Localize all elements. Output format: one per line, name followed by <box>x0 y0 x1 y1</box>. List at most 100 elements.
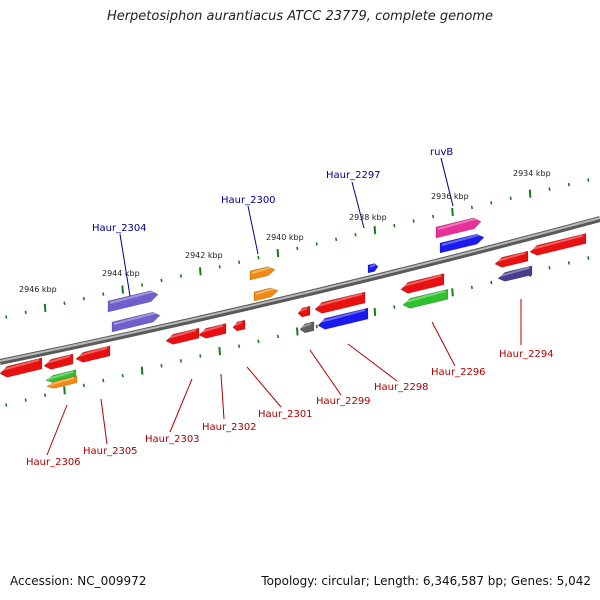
gene-label-haur-2306: Haur_2306 <box>26 457 81 468</box>
tick-mark <box>218 265 221 269</box>
tick-mark <box>296 246 299 251</box>
label-leader-lines <box>46 157 522 456</box>
gene-label-haur-2298: Haur_2298 <box>374 382 429 393</box>
tick-mark <box>490 280 493 285</box>
gene-haur-2304 <box>111 311 161 333</box>
tick-mark <box>44 393 47 397</box>
gene-gene <box>297 305 311 318</box>
leader-line <box>309 349 342 396</box>
tick-mark <box>373 307 377 316</box>
accession-text: Accession: NC_009972 <box>10 574 147 588</box>
gene-haur-2304 <box>107 290 159 313</box>
leader-line <box>119 233 131 297</box>
gene-label-ruvB: ruvB <box>430 147 453 158</box>
leader-line <box>347 343 398 382</box>
tick-mark <box>121 373 124 378</box>
tick-mark <box>393 223 396 228</box>
tick-mark <box>393 305 396 309</box>
genome-backbone <box>0 216 600 365</box>
tick-labels: 2934 kbp 2936 kbp 2938 kbp 2940 kbp 2942… <box>19 169 551 294</box>
gene-gene <box>400 273 445 294</box>
gene-label-haur-2300: Haur_2300 <box>221 195 276 206</box>
tick-mark <box>160 278 163 283</box>
tick-mark <box>179 274 182 278</box>
tick-label: 2942 kbp <box>185 251 223 260</box>
tick-mark <box>160 364 163 368</box>
tick-mark <box>276 248 280 258</box>
tick-mark <box>141 283 144 287</box>
gene-ruvb <box>435 217 482 239</box>
tick-mark <box>567 182 570 187</box>
gene-haur-2294 <box>497 265 533 282</box>
leader-line <box>220 373 225 420</box>
tick-mark <box>82 383 85 388</box>
tick-mark <box>63 301 66 306</box>
gene-features <box>0 217 587 389</box>
gene-label-haur-2297: Haur_2297 <box>326 170 381 181</box>
tick-label: 2934 kbp <box>513 169 551 178</box>
gene-gene <box>43 353 74 370</box>
tick-mark <box>528 189 532 198</box>
gene-gene <box>0 357 43 378</box>
tick-track-upper <box>5 178 590 319</box>
leader-line <box>169 378 193 433</box>
gene-gene <box>232 319 246 332</box>
tick-mark <box>24 310 27 315</box>
gene-label-haur-2303: Haur_2303 <box>145 434 200 445</box>
tick-mark <box>276 334 279 339</box>
tick-mark <box>373 226 377 235</box>
gene-haur-2297 <box>439 233 485 254</box>
tick-mark <box>470 205 473 210</box>
gene-label-haur-2301: Haur_2301 <box>258 409 313 420</box>
tick-mark <box>548 266 551 270</box>
leader-line <box>100 398 108 445</box>
gene-gene <box>165 327 200 345</box>
leader-line <box>246 366 282 408</box>
tick-label: 2940 kbp <box>266 233 304 242</box>
tick-mark <box>140 366 144 375</box>
diagram-title: Herpetosiphon aurantiacus ATCC 23779, co… <box>106 9 494 24</box>
leader-line <box>351 181 365 229</box>
tick-mark <box>470 285 473 290</box>
gene-gene <box>314 291 366 314</box>
gene-label-haur-2294: Haur_2294 <box>499 349 554 360</box>
forward-gene-labels: ruvB Haur_2297 Haur_2300 Haur_2304 <box>92 147 453 234</box>
gene-haur-2298 <box>317 307 369 330</box>
gene-label-haur-2305: Haur_2305 <box>83 446 138 457</box>
leader-line <box>247 205 259 255</box>
tick-mark <box>354 233 357 237</box>
tick-mark <box>199 354 202 358</box>
tick-mark <box>335 237 338 242</box>
gene-haur-2296 <box>402 288 449 309</box>
tick-mark <box>24 398 27 402</box>
gene-label-haur-2296: Haur_2296 <box>431 367 486 378</box>
tick-mark <box>63 386 66 395</box>
tick-mark <box>548 187 551 191</box>
tick-mark <box>257 255 260 260</box>
gene-gene <box>75 345 111 363</box>
tick-mark <box>587 178 590 182</box>
tick-label: 2944 kbp <box>102 269 140 278</box>
leader-line <box>431 321 456 367</box>
tick-label: 2936 kbp <box>431 192 469 201</box>
tick-mark <box>451 288 454 297</box>
gene-gene <box>494 250 529 268</box>
gene-label-haur-2299: Haur_2299 <box>316 396 371 407</box>
tick-mark <box>315 242 318 246</box>
tick-mark <box>5 403 8 407</box>
tick-mark <box>5 315 8 319</box>
tick-label: 2938 kbp <box>349 213 387 222</box>
tick-mark <box>509 196 512 201</box>
tick-mark <box>315 324 318 329</box>
tick-mark <box>238 344 241 348</box>
tick-mark <box>412 219 415 223</box>
leader-line <box>46 404 68 456</box>
tick-mark <box>587 256 590 260</box>
gene-gene <box>198 323 227 339</box>
tick-mark <box>102 378 105 383</box>
tick-mark <box>102 292 105 296</box>
gene-haur-2300 <box>249 266 276 281</box>
tick-mark <box>121 285 124 294</box>
tick-mark <box>432 214 435 219</box>
gene-haur-2305 <box>46 375 78 389</box>
